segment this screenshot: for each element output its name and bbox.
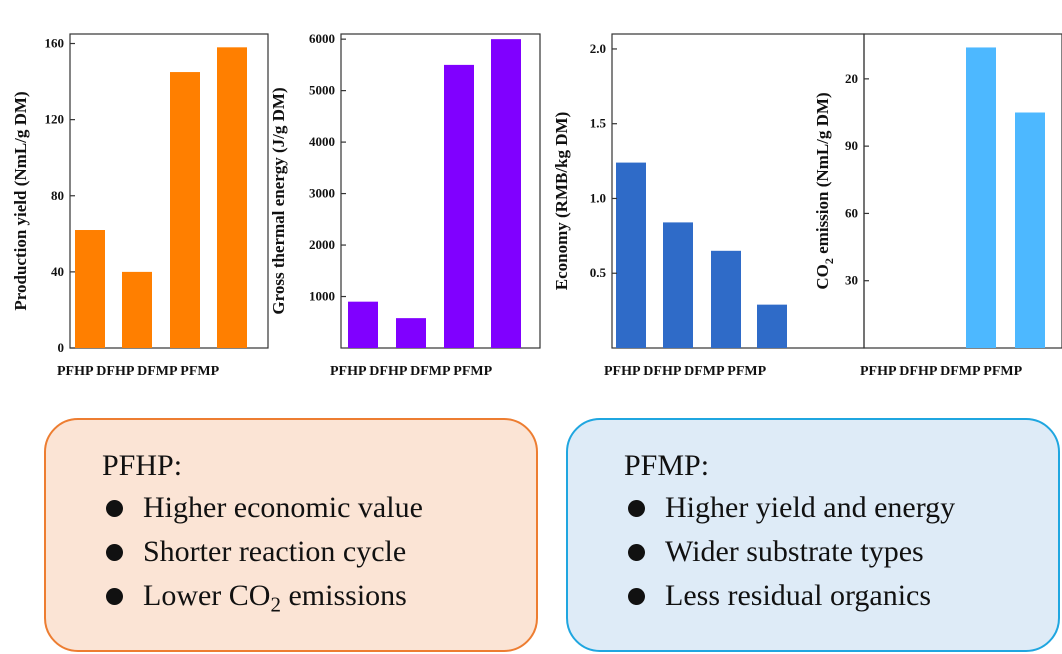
x-category-labels: PFHP DFHP DFMP PFMP (860, 364, 1023, 379)
y-tick-label: 2000 (309, 237, 335, 252)
pfhp-item-text: Lower CO2 emissions (143, 574, 407, 618)
bar-dfmp (170, 72, 200, 348)
y-tick-label: 40 (51, 264, 64, 279)
x-tick-label: PFHP (604, 364, 641, 379)
bullet-icon (628, 499, 645, 517)
x-tick-label: PFHP (330, 364, 367, 379)
bullet-icon (106, 587, 123, 605)
pfmp-item-text: Less residual organics (665, 579, 932, 612)
x-tick-label: PFMP (724, 364, 767, 379)
pfmp-advantages-list: Higher yield and energy Wider substrate … (624, 486, 1058, 618)
bar-pfhp (616, 162, 646, 348)
bar-pfhp (348, 301, 378, 348)
plot-frame (340, 33, 541, 349)
y-tick-label: 0 (58, 340, 65, 355)
chart-co2-emission: 30 60 90 20 PFHP DFHP DFMP PFMP CO2 emission … (813, 33, 1062, 379)
x-tick-label: DFHP (896, 364, 938, 379)
y-tick-label: 3000 (309, 186, 335, 201)
pfmp-summary-box: PFMP: Higher yield and energy Wider subs… (566, 418, 1060, 652)
y-tick-label: 90 (845, 138, 858, 153)
x-tick-label: DFHP (640, 364, 682, 379)
y-tick-label: 120 (45, 112, 65, 127)
y-tick-label: 30 (845, 273, 858, 288)
bullet-icon (628, 543, 645, 561)
x-tick-label: DFHP (93, 364, 135, 379)
y-tick-label: 160 (45, 36, 65, 51)
chart-gross-thermal-energy: 1000 2000 3000 4000 5000 6000 PFHP DFHP DFMP P… (269, 31, 541, 379)
x-tick-label: DFMP (407, 364, 451, 379)
bar-pfmp (491, 39, 521, 348)
bar-pfmp (217, 47, 247, 348)
list-item: Higher economic value (102, 486, 536, 530)
y-tick-label: 1000 (309, 289, 335, 304)
bullet-icon (106, 499, 123, 517)
list-item: Shorter reaction cycle (102, 530, 536, 574)
y-axis-label: Gross thermal energy (J/g DM) (269, 87, 288, 314)
bar-dfhp (663, 222, 693, 348)
plot-frame (863, 33, 1062, 349)
bar-dfmp (444, 64, 474, 348)
pfhp-box-title: PFHP: (102, 449, 183, 482)
bullet-icon (628, 587, 645, 605)
list-item: Lower CO2 emissions (102, 574, 536, 618)
y-tick-label: 4000 (309, 134, 335, 149)
plot-frame (69, 33, 269, 349)
pfhp-item-text: Shorter reaction cycle (143, 535, 407, 568)
y-tick-label: 80 (51, 188, 64, 203)
list-item: Wider substrate types (624, 530, 1058, 574)
emissions-text: emissions (280, 579, 407, 612)
bar-pfhp (75, 230, 105, 348)
pfhp-advantages-list: Higher economic value Shorter reaction c… (102, 486, 536, 618)
x-tick-label: DFMP (134, 364, 178, 379)
y-axis-label: Production yield (NmL/g DM) (11, 91, 30, 310)
y-tick-label: 1.0 (590, 190, 606, 205)
x-tick-label: PFHP (860, 364, 897, 379)
y-tick-label: 2.0 (590, 41, 606, 56)
bar-dfhp (396, 318, 426, 348)
x-category-labels: PFHP DFHP DFMP PFMP (604, 364, 767, 379)
x-tick-label: PFMP (450, 364, 493, 379)
charts-area: 0 40 80 120 160 PFHP DFHP DFMP PFMP Production… (11, 31, 1062, 379)
bar-dfhp (122, 271, 152, 348)
list-item: Higher yield and energy (624, 486, 1058, 530)
bar-dfmp (711, 250, 741, 348)
y-tick-label: 6000 (309, 31, 335, 46)
chart-economy: 0.5 1.0 1.5 2.0 PFHP DFHP DFMP PFMP Economy (… (552, 33, 865, 379)
y-tick-label: 0.5 (590, 265, 607, 280)
y-tick-label: 1.5 (590, 116, 607, 131)
pfmp-box-title: PFMP: (624, 449, 710, 482)
bar-pfmp (1015, 112, 1045, 348)
y-axis-label: Economy (RMB/kg DM) (552, 112, 571, 290)
y-axis-label: CO2 emission (NmL/g DM) (813, 92, 836, 289)
y-tick-label: 5000 (309, 83, 335, 98)
list-item: Less residual organics (624, 574, 1058, 618)
y-tick-label: 20 (845, 71, 858, 86)
x-category-labels: PFHP DFHP DFMP PFMP (330, 364, 493, 379)
bullet-icon (106, 543, 123, 561)
x-tick-label: PFMP (980, 364, 1023, 379)
pfhp-summary-box: PFHP: Higher economic value Shorter reac… (44, 418, 538, 652)
x-tick-label: DFHP (366, 364, 408, 379)
pfhp-item-text: Higher economic value (143, 491, 423, 524)
x-tick-label: DFMP (681, 364, 725, 379)
pfmp-item-text: Higher yield and energy (665, 491, 956, 524)
bar-dfmp (966, 47, 996, 348)
pfmp-item-text: Wider substrate types (665, 535, 924, 568)
x-category-labels: PFHP DFHP DFMP PFMP (57, 364, 220, 379)
x-tick-label: PFHP (57, 364, 94, 379)
x-tick-label: PFMP (177, 364, 220, 379)
chart-production-yield: 0 40 80 120 160 PFHP DFHP DFMP PFMP Production… (11, 33, 269, 379)
co2-subscript: 2 (270, 592, 281, 617)
co2-text: Lower CO (143, 579, 271, 612)
bar-pfmp (757, 304, 787, 348)
y-tick-label: 60 (845, 205, 858, 220)
x-tick-label: DFMP (937, 364, 981, 379)
